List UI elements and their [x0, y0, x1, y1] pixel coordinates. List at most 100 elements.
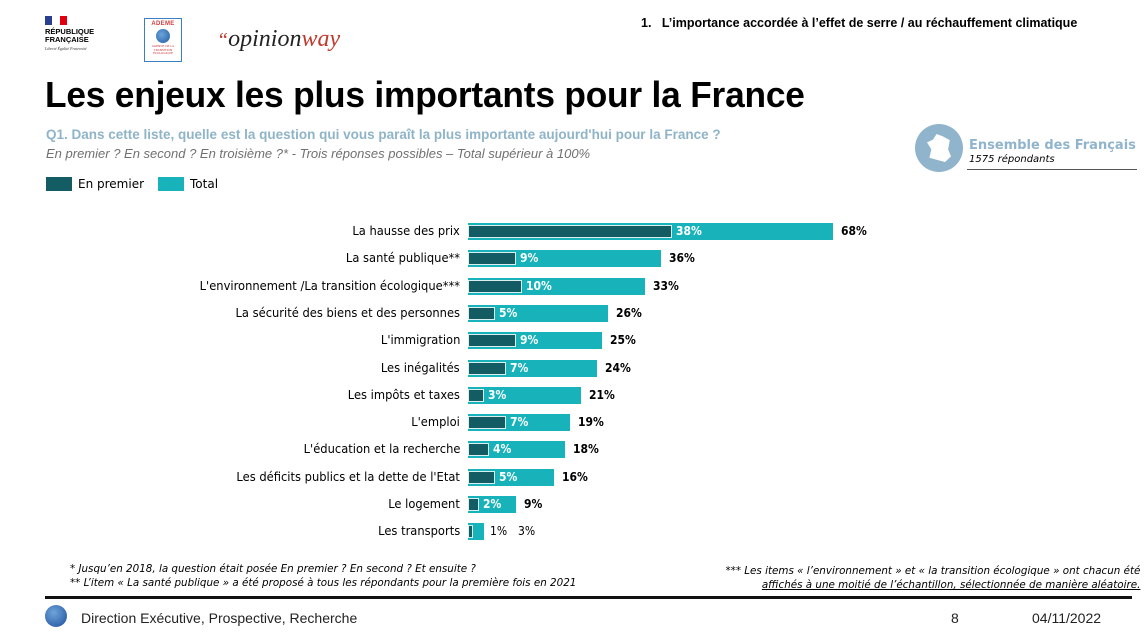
- republique-francaise-logo: RÉPUBLIQUE FRANÇAISE Liberté Égalité Fra…: [45, 16, 115, 51]
- chart-row: Les déficits publics et la dette de l'Et…: [0, 464, 1144, 491]
- footer-department: Direction Exécutive, Prospective, Recher…: [81, 610, 358, 626]
- ademe-subtitle: AGENCE DE LA TRANSITION ÉCOLOGIQUE: [151, 44, 175, 55]
- rf-line2: FRANÇAISE: [45, 35, 89, 44]
- ademe-name: ADEME: [151, 21, 175, 27]
- chart-row: Les inégalités 7% 24%: [0, 355, 1144, 382]
- globe-icon: [156, 29, 170, 43]
- bar-en-premier: [468, 334, 517, 348]
- category-label: La hausse des prix: [352, 223, 460, 238]
- data-label-total: 33%: [653, 278, 680, 293]
- bar-total: [468, 386, 581, 404]
- footnotes-right: *** Les items « l’environnement » et « l…: [725, 564, 1140, 592]
- legend-label: Total: [190, 177, 219, 191]
- france-map-icon: [915, 124, 963, 172]
- data-label-en-premier: 2%: [482, 497, 502, 511]
- bar-total: [468, 304, 608, 322]
- data-label-total: 9%: [524, 497, 543, 511]
- question-text: Q1. Dans cette liste, quelle est la ques…: [46, 127, 721, 142]
- legend-swatch-en-premier: [46, 177, 72, 191]
- bar-en-premier: [468, 388, 485, 402]
- data-label-total: 36%: [669, 251, 696, 266]
- sample-title: Ensemble des Français: [969, 138, 1136, 153]
- data-label-en-premier: 9%: [520, 251, 539, 266]
- category-label: Les impôts et taxes: [347, 386, 460, 402]
- data-label-total: 18%: [572, 442, 599, 457]
- data-label-total: 19%: [578, 415, 604, 430]
- data-label-en-premier: 38%: [676, 224, 702, 238]
- page-number: 8: [951, 610, 959, 626]
- opinionway-part1: opinion: [228, 26, 302, 52]
- data-label-en-premier: 1%: [490, 524, 508, 539]
- category-label: L'immigration: [380, 332, 460, 348]
- sample-count: 1575 répondants: [969, 154, 1055, 165]
- sample-badge: Ensemble des Français 1575 répondants: [915, 122, 1137, 172]
- data-label-en-premier: 7%: [509, 360, 528, 375]
- bar-en-premier: [468, 443, 490, 457]
- bar-en-premier: [468, 306, 495, 320]
- chart-row: L'immigration 9% 25%: [0, 327, 1144, 354]
- data-label-en-premier: 10%: [525, 278, 552, 293]
- chart-row: La hausse des prix 38% 68%: [0, 218, 1144, 245]
- chart-row: Le logement 2% 9%: [0, 491, 1144, 518]
- data-label-total: 25%: [610, 333, 637, 348]
- chart-row: L'environnement /La transition écologiqu…: [0, 273, 1144, 300]
- question-subtext: En premier ? En second ? En troisième ?*…: [46, 146, 591, 161]
- section-title: 1. L’importance accordée à l’effet de se…: [641, 16, 1078, 30]
- bar-en-premier: [468, 498, 479, 511]
- bar-en-premier: [468, 361, 506, 375]
- chart-row: L'éducation et la recherche 4% 18%: [0, 436, 1144, 463]
- category-label: L'emploi: [411, 414, 460, 430]
- rf-line1: RÉPUBLIQUE: [45, 27, 95, 36]
- data-label-en-premier: 7%: [509, 415, 528, 430]
- category-label: Le logement: [388, 496, 460, 511]
- bar-total: [468, 250, 662, 268]
- legend-item-total: Total: [158, 177, 218, 191]
- legend-swatch-total: [158, 177, 185, 191]
- footnote-3-line2: affichés à une moitié de l’échantillon, …: [761, 578, 1140, 591]
- french-flag-icon: [45, 16, 67, 25]
- data-label-total: 21%: [588, 387, 615, 402]
- bar-en-premier: [468, 279, 522, 293]
- page-title: Les enjeux les plus importants pour la F…: [45, 74, 805, 115]
- bar-en-premier: [468, 416, 506, 430]
- category-label: Les déficits publics et la dette de l'Et…: [236, 468, 460, 484]
- footnotes-left: * Jusqu’en 2018, la question était posée…: [70, 562, 576, 590]
- footnote-3-line1: *** Les items « l’environnement » et « l…: [725, 564, 1140, 577]
- data-label-total: 16%: [561, 469, 588, 484]
- chart-row: La sécurité des biens et des personnes 5%…: [0, 300, 1144, 327]
- legend-label: En premier: [78, 177, 145, 191]
- bar-en-premier: [468, 252, 517, 266]
- data-label-total: 24%: [604, 360, 631, 375]
- category-label: La santé publique**: [345, 250, 460, 266]
- data-label-en-premier: 3%: [488, 387, 507, 402]
- data-label-total: 26%: [615, 305, 642, 320]
- category-label: Les transports: [377, 523, 460, 539]
- data-label-en-premier: 5%: [498, 469, 518, 484]
- opinionway-quote: “: [217, 29, 229, 51]
- sample-underline: [967, 169, 1137, 170]
- legend-item-en-premier: En premier: [46, 177, 144, 191]
- category-label: L'éducation et la recherche: [303, 441, 460, 457]
- chart-row: Les impôts et taxes 3% 21%: [0, 382, 1144, 409]
- bar-en-premier: [468, 225, 673, 238]
- ademe-logo: ADEME AGENCE DE LA TRANSITION ÉCOLOGIQUE: [144, 18, 182, 62]
- data-label-en-premier: 4%: [493, 442, 512, 457]
- bar-total: [468, 496, 517, 513]
- footnote-2: ** L’item « La santé publique » a été pr…: [70, 576, 577, 589]
- footer-divider: [45, 596, 1132, 599]
- bar-total: [468, 441, 565, 459]
- globe-icon: [45, 605, 67, 627]
- bar-en-premier: [468, 470, 495, 484]
- footnote-1: * Jusqu’en 2018, la question était posée…: [70, 562, 476, 575]
- data-label-total: 68%: [841, 224, 868, 238]
- chart-legend: En premier Total: [46, 177, 232, 191]
- opinionway-part2: way: [301, 26, 341, 52]
- chart-row: La santé publique** 9% 36%: [0, 245, 1144, 272]
- data-label-en-premier: 5%: [498, 305, 518, 320]
- bar-chart: La hausse des prix 38% 68% La santé publiqu…: [0, 218, 1144, 548]
- category-label: La sécurité des biens et des personnes: [235, 304, 460, 320]
- bar-en-premier: [468, 525, 474, 539]
- chart-row: Les transports 1% 3%: [0, 518, 1144, 545]
- chart-row: L'emploi 7% 19%: [0, 409, 1144, 436]
- rf-motto: Liberté Égalité Fraternité: [45, 46, 87, 51]
